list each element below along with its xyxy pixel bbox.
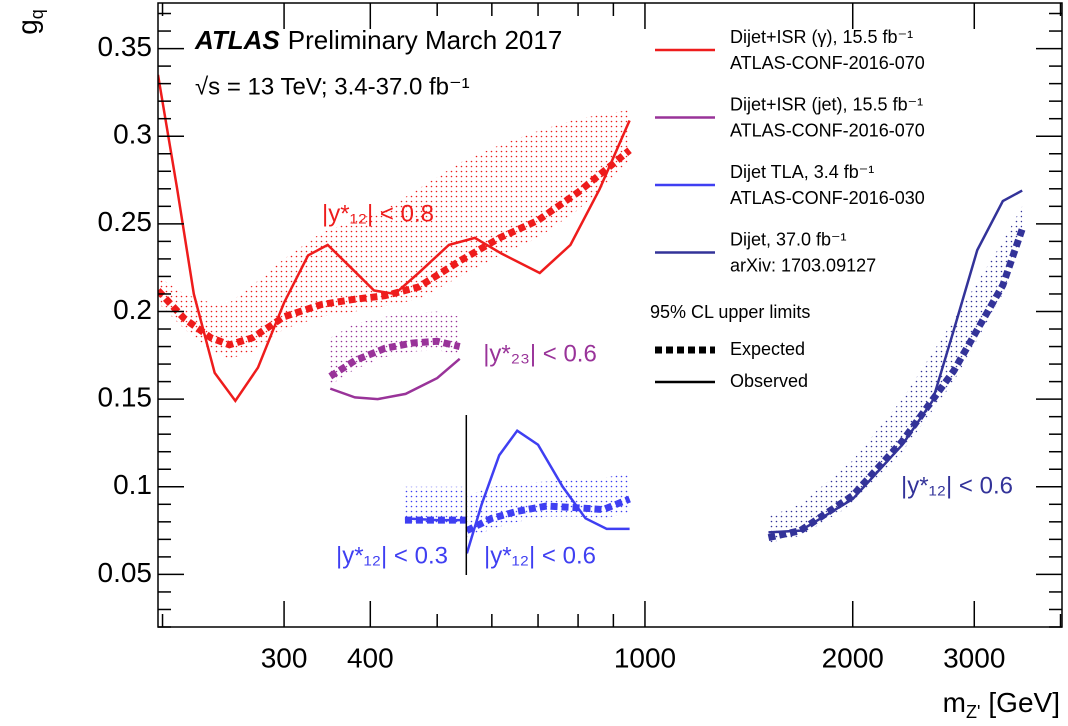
legend-reference: ATLAS-CONF-2016-030 [730, 188, 925, 208]
x-axis-label: mZ' [GeV] [943, 687, 1060, 721]
x-tick-label: 3000 [943, 642, 1005, 673]
band [158, 109, 630, 359]
legend-expected: Expected [730, 339, 805, 359]
legend-reference: ATLAS-CONF-2016-070 [730, 120, 925, 140]
observed-line [768, 189, 1023, 534]
experiment: ATLAS [194, 25, 280, 55]
expected-line [158, 147, 632, 349]
chart-title: ATLAS Preliminary March 2017 [194, 25, 562, 55]
title: Preliminary March 2017 [288, 25, 563, 55]
legend-observed: Observed [730, 371, 808, 391]
y-tick-label: 0.35 [98, 31, 153, 62]
plot-frame [157, 2, 1063, 628]
x-tick-label: 400 [347, 642, 394, 673]
annotation: |y*₁₂| < 0.6 [901, 472, 1013, 499]
x-label-symbol: m [943, 687, 966, 718]
band [768, 206, 1023, 543]
y-tick-label: 0.05 [98, 557, 153, 588]
annotation: |y*₁₂| < 0.8 [322, 200, 434, 227]
legend-label: Dijet+ISR (jet), 15.5 fb⁻¹ [730, 94, 923, 114]
x-label-unit: [GeV] [988, 687, 1060, 718]
y-tick-label: 0.15 [98, 382, 153, 413]
expected-line [404, 495, 631, 534]
y-label-symbol: g [12, 19, 43, 35]
y-tick-label: 0.2 [113, 294, 152, 325]
expected-line [328, 337, 461, 380]
annotation: |y*₂₃| < 0.6 [483, 340, 597, 367]
legend-label: Dijet+ISR (γ), 15.5 fb⁻¹ [730, 27, 913, 47]
y-tick-label: 0.25 [98, 206, 153, 237]
annotation: |y*₁₂| < 0.6 [484, 542, 596, 569]
observed-line [404, 428, 630, 554]
legend-reference: arXiv: 1703.09127 [730, 255, 876, 275]
annotation: |y*₁₂| < 0.3 [336, 542, 448, 569]
y-tick-label: 0.1 [113, 469, 152, 500]
legend-label: Dijet, 37.0 fb⁻¹ [730, 229, 847, 249]
observed-line [158, 74, 631, 404]
plot-area [158, 74, 1026, 554]
y-axis-label: gq [12, 9, 46, 35]
legend-label: Dijet TLA, 3.4 fb⁻¹ [730, 162, 874, 182]
y-label-sub: q [27, 9, 47, 19]
legend-title: 95% CL upper limits [650, 302, 810, 322]
x-tick-label: 2000 [822, 642, 884, 673]
legend-reference: ATLAS-CONF-2016-070 [730, 53, 925, 73]
subtitle: √s = 13 TeV; 3.4-37.0 fb⁻¹ [195, 73, 470, 100]
x-label-sub: Z' [966, 702, 980, 722]
x-tick-label: 300 [261, 642, 308, 673]
x-tick-label: 1000 [614, 642, 676, 673]
observed-line [329, 357, 461, 401]
expected-line [767, 227, 1026, 542]
y-tick-label: 0.3 [113, 119, 152, 150]
